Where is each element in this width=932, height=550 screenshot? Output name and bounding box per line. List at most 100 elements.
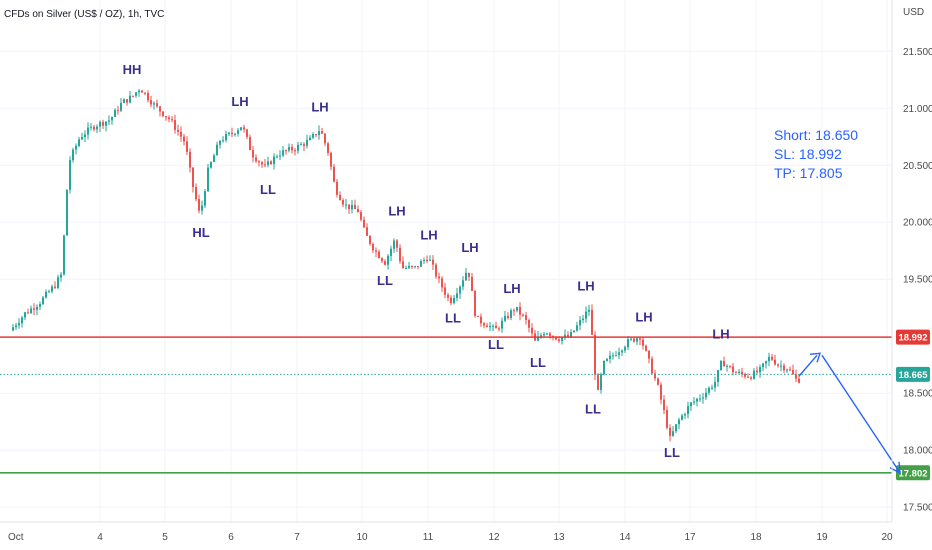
- grid-lines: [0, 0, 892, 522]
- candle-body: [486, 325, 488, 328]
- candle-body: [762, 363, 764, 368]
- candle-body: [171, 119, 173, 121]
- candle-body: [522, 314, 524, 316]
- candle-body: [480, 316, 482, 324]
- arrow-down-segment: [821, 354, 901, 474]
- candle-body: [63, 235, 65, 275]
- candle-body: [186, 141, 188, 152]
- candle-body: [135, 92, 137, 96]
- candle-body: [681, 415, 683, 420]
- candle-body: [465, 272, 467, 281]
- candle-body: [540, 335, 542, 337]
- candle-body: [363, 219, 365, 228]
- candle-body: [429, 259, 431, 261]
- candle-body: [351, 204, 353, 210]
- projection-arrow: [798, 352, 901, 474]
- candle-body: [114, 109, 116, 118]
- candle-body: [792, 369, 794, 375]
- candle-body: [423, 259, 425, 262]
- candle-body: [777, 364, 779, 366]
- candle-body: [141, 90, 143, 93]
- candle-body: [288, 147, 290, 151]
- candle-body: [33, 308, 35, 310]
- swing-label: LH: [461, 240, 478, 255]
- candle-body: [384, 261, 386, 265]
- candle-body: [378, 251, 380, 259]
- candle-body: [603, 360, 605, 375]
- candle-body: [741, 371, 743, 374]
- trade-annotation-line: Short: 18.650: [774, 127, 858, 143]
- candle-body: [162, 111, 164, 117]
- candle-body: [75, 145, 77, 150]
- time-axis[interactable]: Oct 4 5 6 7 10 11 12 13 14 17 18 19 20: [8, 532, 893, 543]
- price-tick-label: 20.000: [903, 218, 932, 229]
- candle-body: [390, 248, 392, 256]
- swing-label: HL: [192, 225, 209, 240]
- swing-label: LH: [577, 279, 594, 294]
- time-tick-label: 4: [97, 532, 103, 543]
- candle-body: [123, 99, 125, 103]
- candle-body: [210, 162, 212, 168]
- price-axis[interactable]: 21.500 21.000 20.500 20.000 19.500 18.500 18.0…: [903, 47, 932, 514]
- candle-body: [30, 308, 32, 313]
- candle-body: [309, 137, 311, 141]
- candle-body: [42, 297, 44, 305]
- candle-body: [453, 297, 455, 304]
- candle-body: [48, 291, 50, 293]
- candle-body: [579, 320, 581, 326]
- candle-body: [525, 315, 527, 321]
- candle-body: [189, 151, 191, 168]
- candle-body: [90, 126, 92, 128]
- swing-label: LH: [231, 94, 248, 109]
- time-tick-label: 13: [553, 532, 565, 543]
- candle-body: [495, 325, 497, 329]
- candle-body: [57, 277, 59, 288]
- candle-body: [279, 155, 281, 157]
- candle-body: [519, 306, 521, 315]
- candle-body: [798, 378, 800, 383]
- last-price-level-tag: [896, 366, 930, 382]
- candle-body: [744, 373, 746, 377]
- candle-body: [624, 347, 626, 351]
- candle-body: [594, 334, 596, 375]
- price-tick-label: 17.500: [903, 503, 932, 514]
- candle-body: [738, 371, 740, 374]
- candle-body: [270, 161, 272, 165]
- candle-body: [144, 92, 146, 94]
- candle-body: [249, 136, 251, 151]
- candle-body: [393, 240, 395, 249]
- candle-body: [483, 323, 485, 326]
- candle-body: [195, 187, 197, 200]
- trade-annotation-line: SL: 18.992: [774, 146, 842, 162]
- swing-label: LL: [377, 273, 393, 288]
- candle-body: [723, 360, 725, 367]
- candle-body: [687, 406, 689, 415]
- time-tick-label: 18: [750, 532, 762, 543]
- candle-body: [219, 140, 221, 145]
- candle-body: [756, 370, 758, 373]
- candle-body: [510, 310, 512, 318]
- candle-body: [318, 130, 320, 136]
- candle-body: [45, 291, 47, 298]
- candle-body: [717, 370, 719, 383]
- candle-body: [555, 336, 557, 340]
- last-price-level-tag-label: 18.665: [898, 370, 928, 381]
- candle-body: [255, 157, 257, 162]
- candle-body: [576, 325, 578, 331]
- candle-body: [207, 167, 209, 192]
- candle-body: [597, 374, 599, 390]
- horizontal-levels: 18.992 18.665 17.802: [0, 329, 930, 481]
- candle-body: [537, 336, 539, 341]
- candle-body: [657, 378, 659, 385]
- chart-title: CFDs on Silver (US$ / OZ), 1h, TVC: [4, 9, 164, 20]
- swing-label: LL: [530, 355, 546, 370]
- candle-body: [615, 355, 617, 357]
- candle-body: [36, 306, 38, 310]
- candle-body: [504, 315, 506, 321]
- candle-body: [645, 345, 647, 351]
- candle-body: [606, 358, 608, 361]
- candle-body: [174, 119, 176, 130]
- candle-body: [291, 147, 293, 151]
- stop-loss-level-tag-label: 18.992: [898, 333, 927, 344]
